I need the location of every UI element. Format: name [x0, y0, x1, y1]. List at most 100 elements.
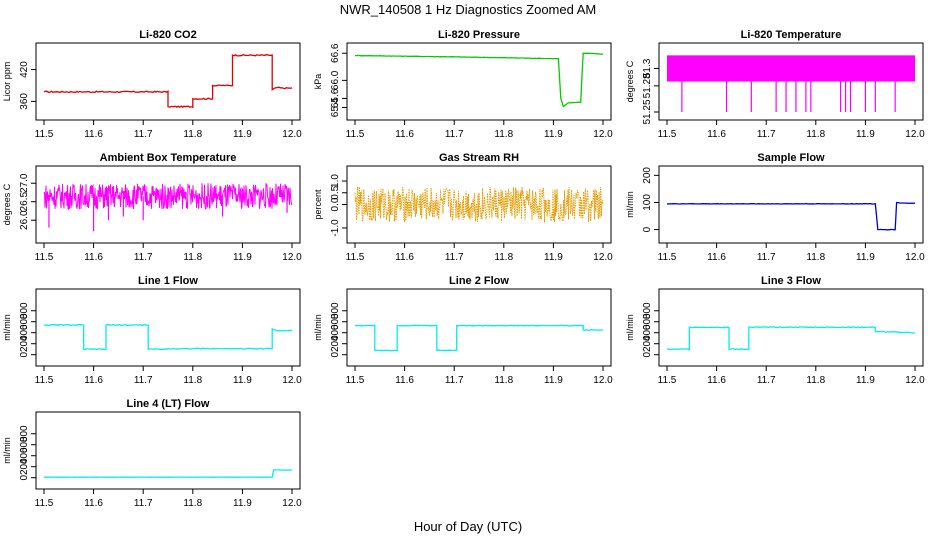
y-axis-label: ml/min: [313, 314, 323, 341]
x-tick-label: 11.6: [84, 375, 103, 386]
y-tick-label: 600: [330, 313, 341, 330]
x-tick-label: 11.6: [84, 252, 103, 263]
y-tick-label: 200: [642, 335, 653, 352]
figure-title: NWR_140508 1 Hz Diagnostics Zoomed AM: [340, 2, 597, 17]
series-line: [354, 186, 604, 223]
x-tick-label: 12.0: [282, 375, 302, 386]
x-tick-label: 11.8: [806, 129, 825, 140]
x-tick-label: 11.8: [183, 252, 202, 263]
panel-4: Ambient Box Temperature degrees C 11.5 11.6…: [2, 152, 302, 263]
series-line: [43, 323, 293, 351]
panel-8: Line 2 Flow ml/min 11.5 11.6 11.7 11.8 11.9 12.…: [313, 275, 613, 386]
x-tick-label: 11.8: [806, 252, 825, 263]
series-line: [354, 324, 603, 352]
plot-frame: [35, 411, 301, 490]
x-tick-label: 11.7: [134, 498, 153, 509]
y-tick-label: 51.25: [642, 99, 653, 124]
x-tick-label: 12.0: [282, 498, 302, 509]
y-tick-label: 27.0: [19, 173, 30, 193]
y-tick-label: 600: [642, 313, 653, 330]
y-tick-label: 51.28: [642, 73, 653, 98]
x-tick-label: 11.5: [658, 129, 677, 140]
y-tick-label: 200: [642, 167, 653, 184]
panels: Li-820 CO2 Licor ppm 11.5 11.6 11.7 11.8 11.9 1…: [2, 29, 925, 509]
x-tick-label: 11.9: [544, 375, 563, 386]
plot-frame: [658, 165, 924, 244]
plot-frame: [35, 165, 301, 244]
plot-frame: [346, 42, 612, 121]
panel-title: Line 1 Flow: [138, 275, 198, 287]
x-tick-label: 11.8: [494, 129, 513, 140]
x-tick-label: 11.5: [658, 375, 677, 386]
x-tick-label: 11.9: [233, 252, 252, 263]
x-tick-label: 11.6: [395, 252, 414, 263]
y-tick-label: 66.0: [330, 70, 341, 90]
series-line: [43, 183, 293, 211]
panel-5: Gas Stream RH percent 11.5 11.6 11.7 11.8 11.9…: [313, 152, 613, 263]
panel-title: Line 4 (LT) Flow: [127, 398, 210, 410]
x-tick-label: 11.6: [707, 252, 726, 263]
x-tick-label: 11.5: [658, 252, 677, 263]
x-tick-label: 11.9: [544, 129, 563, 140]
x-tick-label: 11.8: [494, 375, 513, 386]
y-tick-label: -1.0: [330, 219, 341, 237]
panel-10: Line 4 (LT) Flow ml/min 11.5 11.6 11.7 11.8 11…: [2, 398, 302, 509]
panel-6: Sample Flow ml/min 11.5 11.6 11.7 11.8 11.9 12.…: [625, 152, 925, 263]
x-tick-label: 11.7: [134, 252, 153, 263]
x-tick-label: 11.9: [233, 129, 252, 140]
y-tick-label: 420: [19, 61, 30, 78]
x-tick-label: 11.7: [134, 375, 153, 386]
y-tick-label: 51.3: [642, 58, 653, 78]
plot-frame: [658, 42, 924, 121]
panel-title: Li-820 Temperature: [741, 29, 842, 41]
y-tick-label: 26.5: [19, 192, 30, 212]
x-tick-label: 11.9: [856, 129, 875, 140]
y-tick-label: 0.0: [330, 197, 341, 211]
x-tick-label: 11.8: [183, 129, 202, 140]
y-axis-label: degrees C: [625, 60, 635, 102]
x-tick-label: 11.9: [233, 375, 252, 386]
y-tick-label: 800: [19, 302, 30, 319]
series-line: [43, 53, 293, 109]
x-tick-label: 12.0: [905, 129, 925, 140]
y-tick-label: 26.0: [19, 210, 30, 230]
y-axis-label: ml/min: [625, 191, 635, 218]
series-line: [666, 201, 916, 231]
panel-title: Li-820 CO2: [139, 29, 196, 41]
x-tick-label: 11.5: [346, 252, 365, 263]
y-tick-label: 800: [330, 302, 341, 319]
x-tick-label: 11.7: [445, 129, 464, 140]
y-axis-label: percent: [313, 189, 323, 220]
x-tick-label: 11.9: [856, 252, 875, 263]
y-tick-label: 0: [642, 226, 653, 232]
y-tick-label: 0: [19, 474, 30, 480]
x-tick-label: 11.7: [757, 375, 776, 386]
x-tick-label: 11.6: [395, 375, 414, 386]
y-tick-label: 400: [330, 324, 341, 341]
panel-title: Line 2 Flow: [449, 275, 509, 287]
y-tick-label: 200: [19, 458, 30, 475]
x-tick-label: 11.5: [35, 252, 54, 263]
y-axis-label: ml/min: [625, 314, 635, 341]
y-tick-label: 800: [642, 302, 653, 319]
y-tick-label: 100: [642, 194, 653, 211]
x-tick-label: 11.5: [35, 498, 54, 509]
x-tick-label: 11.6: [707, 129, 726, 140]
y-axis-label: degrees C: [2, 183, 12, 225]
y-tick-label: 0: [330, 351, 341, 357]
x-tick-label: 11.6: [84, 498, 103, 509]
y-axis-label: Licor ppm: [2, 62, 12, 102]
x-tick-label: 12.0: [905, 252, 925, 263]
panel-9: Line 3 Flow ml/min 11.5 11.6 11.7 11.8 11.9 12.…: [625, 275, 925, 386]
x-tick-label: 11.5: [35, 375, 54, 386]
plot-frame: [346, 165, 612, 244]
y-tick-label: 400: [19, 324, 30, 341]
series-band: [667, 55, 915, 82]
x-tick-label: 12.0: [282, 252, 302, 263]
panel-title: Sample Flow: [757, 152, 825, 164]
panel-2: Li-820 Pressure kPa 11.5 11.6 11.7 11.8 11.9 12…: [313, 29, 613, 140]
x-tick-label: 11.5: [346, 375, 365, 386]
plot-frame: [346, 288, 612, 367]
x-tick-label: 12.0: [593, 129, 613, 140]
x-tick-label: 11.8: [806, 375, 825, 386]
